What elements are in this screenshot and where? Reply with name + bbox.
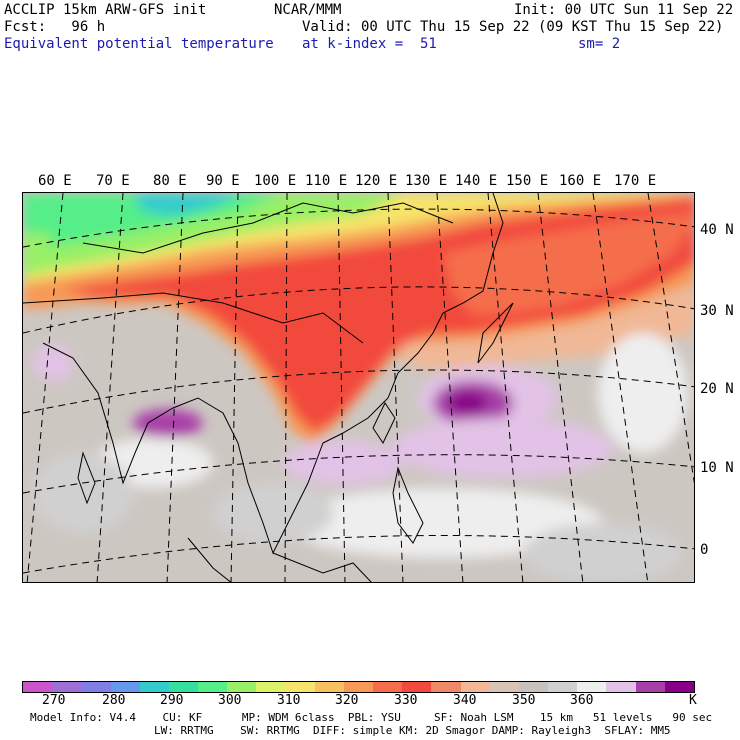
lon-label-130e: 130 E	[405, 173, 448, 189]
lat-label-20n: 20 N	[700, 381, 734, 397]
init-time: Init: 00 UTC Sun 11 Sep 22	[514, 2, 734, 18]
colorbar-swatch-9	[285, 682, 315, 692]
lon-label-120e: 120 E	[355, 173, 398, 189]
lat-label-10n: 10 N	[700, 460, 734, 476]
colorbar-swatch-5	[168, 682, 199, 692]
colorbar-swatch-1	[52, 682, 82, 692]
colorbar-label-300: 300	[218, 693, 242, 708]
colorbar-swatch-8	[256, 682, 286, 692]
colorbar-label-320: 320	[335, 693, 359, 708]
coastlines	[23, 193, 514, 582]
model-info: Model Info: V4.4 CU: KF MP: WDM 6class P…	[30, 711, 713, 724]
colorbar-swatch-2	[81, 682, 111, 692]
colorbar-swatch-16	[489, 682, 519, 692]
lon-label-110e: 110 E	[305, 173, 348, 189]
graticule	[23, 193, 694, 582]
colorbar-swatch-18	[548, 682, 578, 692]
lat-label-30n: 30 N	[700, 303, 734, 319]
colorbar-swatch-11	[343, 682, 374, 692]
lat-label-40n: 40 N	[700, 222, 734, 238]
colorbar-label-280: 280	[102, 693, 126, 708]
colorbar-swatch-17	[518, 682, 549, 692]
map-field-svg	[23, 193, 694, 582]
lon-label-100e: 100 E	[254, 173, 297, 189]
colorbar-swatch-22	[664, 682, 694, 692]
lon-label-150e: 150 E	[506, 173, 549, 189]
physics-info: LW: RRTMG SW: RRTMG DIFF: simple KM: 2D …	[154, 724, 671, 737]
lon-label-170e: 170 E	[614, 173, 657, 189]
colorbar-swatch-7	[227, 682, 257, 692]
colorbar-swatch-12	[373, 682, 403, 692]
institution: NCAR/MMM	[274, 2, 342, 18]
colorbar-label-290: 290	[160, 693, 184, 708]
colorbar	[22, 681, 695, 693]
lon-label-70e: 70 E	[96, 173, 130, 189]
lon-label-140e: 140 E	[455, 173, 498, 189]
colorbar-swatch-19	[577, 682, 607, 692]
vertical-level: at k-index = 51	[302, 36, 437, 52]
model-title: ACCLIP 15km ARW-GFS init	[4, 2, 207, 18]
colorbar-swatch-21	[635, 682, 665, 692]
colorbar-swatch-6	[198, 682, 228, 692]
valid-time: Valid: 00 UTC Thu 15 Sep 22 (09 KST Thu …	[302, 19, 724, 35]
colorbar-swatch-20	[606, 682, 636, 692]
colorbar-unit: K	[689, 693, 697, 708]
colorbar-label-350: 350	[512, 693, 536, 708]
lon-label-60e: 60 E	[38, 173, 72, 189]
theta-e-map	[22, 192, 695, 583]
colorbar-label-360: 360	[570, 693, 594, 708]
lon-label-160e: 160 E	[559, 173, 602, 189]
smoothing: sm= 2	[578, 36, 621, 52]
lat-label-0: 0	[700, 542, 709, 558]
colorbar-swatch-10	[314, 682, 344, 692]
colorbar-label-330: 330	[394, 693, 418, 708]
forecast-hour: Fcst: 96 h	[4, 19, 106, 35]
lon-label-80e: 80 E	[153, 173, 187, 189]
colorbar-swatch-0	[23, 682, 53, 692]
colorbar-swatch-3	[110, 682, 140, 692]
colorbar-swatch-15	[460, 682, 490, 692]
colorbar-label-340: 340	[453, 693, 477, 708]
colorbar-label-270: 270	[42, 693, 66, 708]
colorbar-label-310: 310	[277, 693, 301, 708]
colorbar-swatch-4	[139, 682, 169, 692]
field-name: Equivalent potential temperature	[4, 36, 274, 52]
colorbar-swatch-13	[402, 682, 432, 692]
colorbar-swatch-14	[431, 682, 461, 692]
lon-label-90e: 90 E	[206, 173, 240, 189]
